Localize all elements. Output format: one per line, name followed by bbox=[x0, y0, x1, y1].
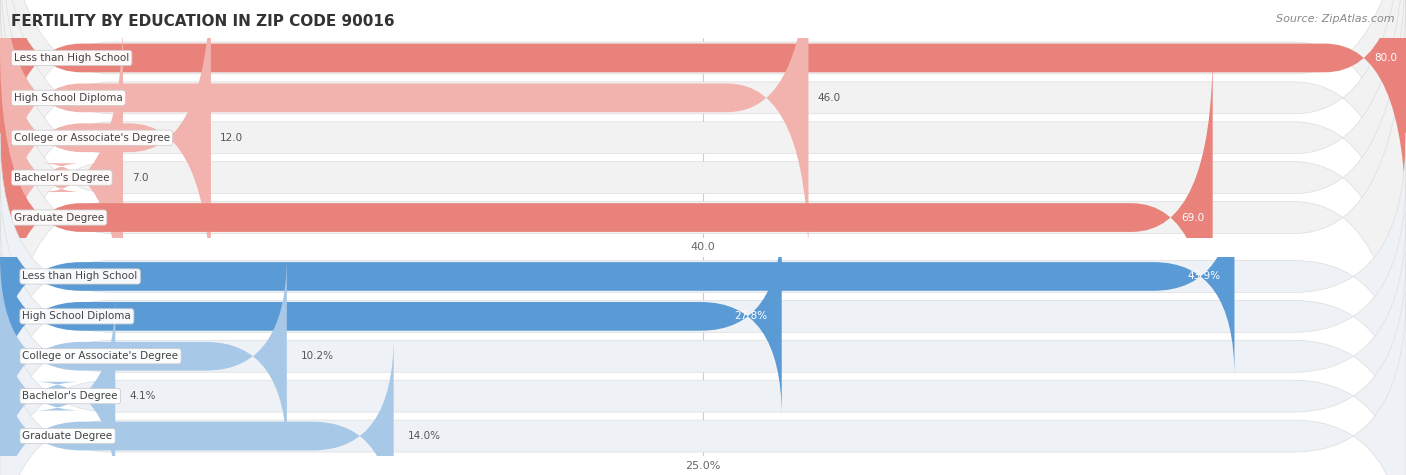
FancyBboxPatch shape bbox=[0, 0, 211, 307]
Text: Graduate Degree: Graduate Degree bbox=[22, 431, 112, 441]
Text: Less than High School: Less than High School bbox=[14, 53, 129, 63]
Text: Graduate Degree: Graduate Degree bbox=[14, 212, 104, 223]
Text: 80.0: 80.0 bbox=[1374, 53, 1398, 63]
FancyBboxPatch shape bbox=[0, 0, 808, 267]
FancyBboxPatch shape bbox=[0, 253, 1406, 475]
FancyBboxPatch shape bbox=[0, 0, 1406, 228]
FancyBboxPatch shape bbox=[0, 48, 1212, 387]
Text: 69.0: 69.0 bbox=[1181, 212, 1204, 223]
FancyBboxPatch shape bbox=[0, 0, 1406, 377]
Text: 14.0%: 14.0% bbox=[408, 431, 440, 441]
Text: Bachelor's Degree: Bachelor's Degree bbox=[14, 172, 110, 183]
Text: College or Associate's Degree: College or Associate's Degree bbox=[14, 133, 170, 143]
FancyBboxPatch shape bbox=[0, 0, 1406, 297]
Text: 12.0: 12.0 bbox=[219, 133, 243, 143]
FancyBboxPatch shape bbox=[0, 256, 287, 457]
Text: 27.8%: 27.8% bbox=[734, 311, 768, 322]
FancyBboxPatch shape bbox=[0, 295, 115, 475]
FancyBboxPatch shape bbox=[0, 176, 1234, 377]
FancyBboxPatch shape bbox=[0, 0, 1406, 337]
Text: Source: ZipAtlas.com: Source: ZipAtlas.com bbox=[1277, 14, 1395, 24]
Text: FERTILITY BY EDUCATION IN ZIP CODE 90016: FERTILITY BY EDUCATION IN ZIP CODE 90016 bbox=[11, 14, 395, 29]
Text: 4.1%: 4.1% bbox=[129, 391, 156, 401]
FancyBboxPatch shape bbox=[0, 8, 124, 347]
Text: 43.9%: 43.9% bbox=[1187, 271, 1220, 282]
FancyBboxPatch shape bbox=[0, 293, 1406, 475]
Text: 46.0: 46.0 bbox=[817, 93, 841, 103]
Text: 7.0: 7.0 bbox=[132, 172, 148, 183]
Text: Less than High School: Less than High School bbox=[22, 271, 138, 282]
Text: College or Associate's Degree: College or Associate's Degree bbox=[22, 351, 179, 361]
FancyBboxPatch shape bbox=[0, 335, 394, 475]
FancyBboxPatch shape bbox=[0, 173, 1406, 460]
FancyBboxPatch shape bbox=[0, 213, 1406, 475]
Text: Bachelor's Degree: Bachelor's Degree bbox=[22, 391, 118, 401]
FancyBboxPatch shape bbox=[0, 133, 1406, 420]
Text: 10.2%: 10.2% bbox=[301, 351, 333, 361]
FancyBboxPatch shape bbox=[0, 0, 1406, 417]
Text: High School Diploma: High School Diploma bbox=[22, 311, 131, 322]
FancyBboxPatch shape bbox=[0, 216, 782, 417]
FancyBboxPatch shape bbox=[0, 0, 1406, 457]
Text: High School Diploma: High School Diploma bbox=[14, 93, 122, 103]
